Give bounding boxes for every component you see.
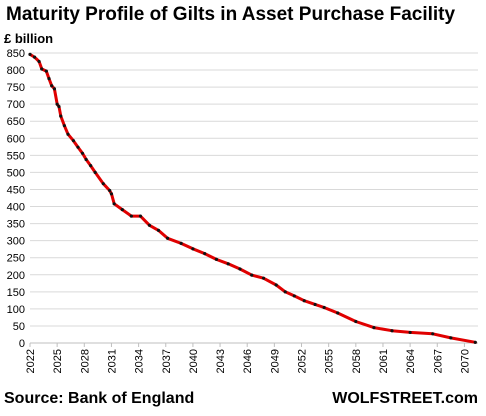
marker-layer bbox=[28, 52, 477, 344]
gridlines bbox=[30, 52, 478, 327]
x-tick-label: 2046 bbox=[242, 349, 254, 373]
x-tick-label: 2025 bbox=[52, 349, 64, 373]
data-point bbox=[250, 273, 254, 277]
data-point bbox=[431, 332, 435, 336]
data-point bbox=[138, 214, 143, 218]
x-tick-label: 2049 bbox=[269, 349, 281, 373]
data-point bbox=[66, 132, 70, 136]
data-point bbox=[71, 139, 76, 143]
y-tick-label: 200 bbox=[7, 270, 25, 282]
data-point bbox=[274, 283, 278, 287]
x-tick-label: 2037 bbox=[161, 349, 173, 373]
x-tick-label: 2064 bbox=[405, 349, 417, 373]
data-point bbox=[76, 145, 80, 149]
series-layer bbox=[28, 52, 477, 344]
data-point bbox=[165, 236, 170, 240]
data-point bbox=[238, 267, 242, 271]
data-point bbox=[55, 102, 59, 106]
data-point bbox=[302, 299, 306, 303]
series-line bbox=[28, 52, 477, 344]
x-tick-label: 2055 bbox=[324, 349, 336, 373]
y-axis-unit-label: £ billion bbox=[4, 31, 54, 46]
data-point bbox=[449, 336, 453, 340]
data-point bbox=[322, 305, 326, 310]
data-point bbox=[147, 223, 152, 227]
x-axis-ticks: 2022 2025 2028 2031 2034 2037 2040 2043 2046 2049… bbox=[25, 349, 471, 373]
y-tick-label: 250 bbox=[7, 253, 25, 265]
y-tick-label: 0 bbox=[19, 338, 25, 350]
data-point bbox=[32, 55, 37, 59]
data-point bbox=[50, 84, 54, 88]
data-point bbox=[47, 76, 51, 81]
data-point bbox=[89, 163, 93, 168]
y-tick-label: 150 bbox=[7, 287, 25, 299]
data-point bbox=[108, 188, 112, 193]
y-tick-label: 350 bbox=[7, 219, 25, 231]
data-point bbox=[93, 170, 97, 175]
x-tick-label: 2043 bbox=[215, 349, 227, 373]
data-point bbox=[62, 124, 66, 128]
y-tick-label: 450 bbox=[7, 184, 25, 196]
data-point bbox=[214, 257, 219, 262]
data-point bbox=[156, 228, 161, 233]
data-point bbox=[40, 67, 44, 71]
data-point bbox=[120, 208, 124, 212]
data-point bbox=[473, 340, 477, 344]
y-tick-label: 700 bbox=[7, 99, 25, 111]
data-point bbox=[59, 114, 63, 118]
data-point bbox=[37, 59, 41, 64]
data-point bbox=[313, 302, 317, 307]
source-note: Source: Bank of England bbox=[4, 390, 195, 407]
y-tick-label: 800 bbox=[7, 65, 25, 77]
data-point bbox=[52, 87, 57, 91]
data-point bbox=[57, 104, 61, 109]
x-tick-label: 2070 bbox=[459, 349, 471, 373]
data-point bbox=[109, 192, 114, 196]
data-point bbox=[226, 262, 230, 266]
data-point bbox=[179, 241, 183, 245]
data-point bbox=[203, 252, 207, 256]
x-tick-label: 2028 bbox=[79, 349, 91, 373]
y-tick-label: 850 bbox=[7, 48, 25, 60]
data-point bbox=[336, 311, 340, 315]
chart-title: Maturity Profile of Gilts in Asset Purch… bbox=[6, 4, 456, 25]
y-tick-label: 100 bbox=[7, 304, 25, 316]
x-tick-label: 2067 bbox=[432, 349, 444, 373]
data-point bbox=[101, 182, 105, 186]
y-axis-ticks: 0 50 100 150 200 250 300 350 400 450 500 550 600 650 7… bbox=[7, 48, 25, 350]
data-point bbox=[354, 319, 358, 324]
x-tick-label: 2058 bbox=[351, 349, 363, 373]
x-tick-label: 2034 bbox=[134, 349, 146, 373]
data-point bbox=[390, 329, 394, 333]
y-tick-label: 600 bbox=[7, 133, 25, 145]
data-point bbox=[129, 214, 133, 218]
data-point bbox=[80, 151, 85, 155]
y-tick-label: 300 bbox=[7, 236, 25, 248]
y-tick-label: 750 bbox=[7, 82, 25, 94]
y-tick-label: 550 bbox=[7, 150, 25, 162]
x-tick-label: 2052 bbox=[297, 349, 309, 373]
brand-label: WOLFSTREET.com bbox=[332, 390, 478, 407]
y-tick-label: 50 bbox=[13, 321, 25, 333]
y-tick-label: 400 bbox=[7, 202, 25, 214]
y-tick-label: 500 bbox=[7, 167, 25, 179]
data-point bbox=[84, 157, 88, 162]
data-point bbox=[372, 326, 376, 330]
data-point bbox=[292, 294, 296, 298]
data-point bbox=[283, 290, 287, 294]
data-point bbox=[44, 69, 48, 73]
x-tick-label: 2031 bbox=[106, 349, 118, 373]
data-point bbox=[261, 276, 266, 280]
data-point bbox=[28, 52, 32, 56]
data-point bbox=[408, 330, 412, 335]
x-tick-label: 2040 bbox=[188, 349, 200, 373]
axes bbox=[29, 342, 478, 347]
data-point bbox=[112, 202, 116, 206]
x-tick-label: 2061 bbox=[378, 349, 390, 373]
data-point bbox=[191, 247, 195, 251]
y-tick-label: 650 bbox=[7, 116, 25, 128]
x-tick-label: 2022 bbox=[25, 349, 37, 373]
